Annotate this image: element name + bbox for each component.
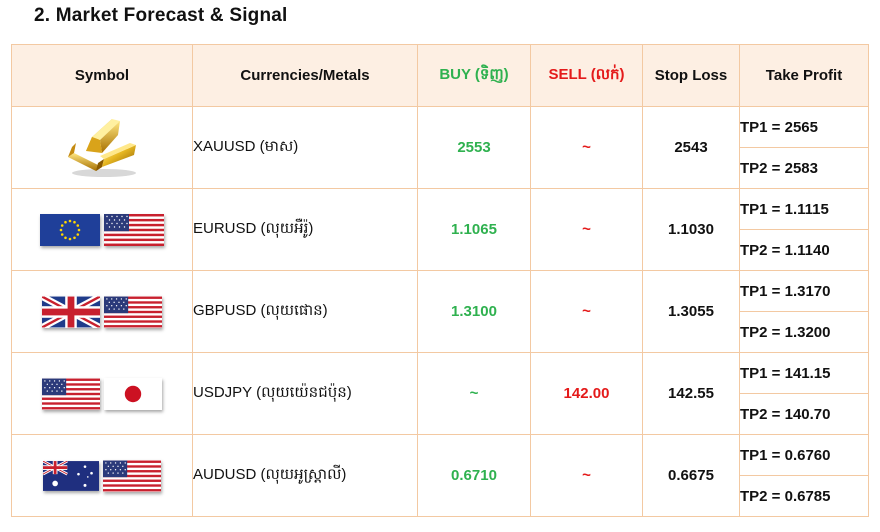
eu-flag-icon bbox=[40, 213, 100, 246]
sell-value: ~ bbox=[530, 106, 643, 189]
table-subrow: TP2 = 0.6785 bbox=[12, 475, 869, 517]
col-currencies-header: Currencies/Metals bbox=[192, 44, 418, 107]
tp1-value: TP1 = 141.15 bbox=[739, 352, 869, 394]
pair-name: USDJPY (លុយយ៉េនជប៉ុន) bbox=[192, 352, 418, 435]
uk-flag-icon bbox=[42, 296, 100, 328]
pair-name: XAUUSD (មាស) bbox=[192, 106, 418, 189]
tp2-value: TP2 = 0.6785 bbox=[739, 475, 869, 517]
symbol-cell bbox=[11, 434, 193, 517]
forecast-table: Symbol Currencies/Metals BUY (ទិញ) SELL … bbox=[11, 44, 869, 517]
tp1-value: TP1 = 1.3170 bbox=[739, 270, 869, 312]
symbol-cell bbox=[11, 106, 193, 189]
col-take-profit-header: Take Profit bbox=[739, 44, 869, 107]
stop-loss-value: 2543 bbox=[642, 106, 740, 189]
sell-value: ~ bbox=[530, 270, 643, 353]
tp2-value: TP2 = 140.70 bbox=[739, 393, 869, 435]
symbol-cell bbox=[11, 188, 193, 271]
eu-us-flags-icon bbox=[12, 213, 192, 246]
col-stop-loss-header: Stop Loss bbox=[642, 44, 740, 107]
stop-loss-value: 142.55 bbox=[642, 352, 740, 435]
table-row: AUDUSD (លុយអូស្ត្រាលី) 0.6710 ~ 0.6675 T… bbox=[11, 434, 869, 517]
table-row: EURUSD (លុយអឺរ៉ូ) 1.1065 ~ 1.1030 TP1 = … bbox=[11, 188, 869, 271]
us-flag-icon bbox=[42, 378, 100, 410]
jp-flag-icon bbox=[104, 378, 162, 409]
tp2-value: TP2 = 1.1140 bbox=[739, 229, 869, 271]
symbol-cell bbox=[11, 352, 193, 435]
tp2-value: TP2 = 1.3200 bbox=[739, 311, 869, 353]
pair-name: EURUSD (លុយអឺរ៉ូ) bbox=[192, 188, 418, 271]
header-row: Symbol Currencies/Metals BUY (ទិញ) SELL … bbox=[11, 44, 869, 107]
table-row: XAUUSD (មាស) 2553 ~ 2543 TP1 = 2565 bbox=[11, 106, 869, 189]
au-us-flags-icon bbox=[12, 460, 192, 492]
sell-value: ~ bbox=[530, 434, 643, 517]
stop-loss-value: 1.1030 bbox=[642, 188, 740, 271]
col-symbol-header: Symbol bbox=[11, 44, 193, 107]
buy-value: 0.6710 bbox=[417, 434, 531, 517]
buy-value: 1.1065 bbox=[417, 188, 531, 271]
col-buy-header: BUY (ទិញ) bbox=[417, 44, 531, 107]
tp1-value: TP1 = 0.6760 bbox=[739, 434, 869, 476]
tp1-value: TP1 = 1.1115 bbox=[739, 188, 869, 230]
buy-value: ~ bbox=[417, 352, 531, 435]
us-flag-icon bbox=[104, 214, 164, 246]
stop-loss-value: 1.3055 bbox=[642, 270, 740, 353]
buy-value: 2553 bbox=[417, 106, 531, 189]
sell-value: 142.00 bbox=[530, 352, 643, 435]
table-row: GBPUSD (លុយផោន) 1.3100 ~ 1.3055 TP1 = 1.… bbox=[11, 270, 869, 353]
table-subrow: TP2 = 1.1140 bbox=[12, 229, 869, 271]
stop-loss-value: 0.6675 bbox=[642, 434, 740, 517]
table-subrow: TP2 = 1.3200 bbox=[12, 311, 869, 353]
table-subrow: TP2 = 140.70 bbox=[12, 393, 869, 435]
gold-bars-icon bbox=[68, 118, 136, 177]
col-sell-header: SELL (លក់) bbox=[530, 44, 643, 107]
tp1-value: TP1 = 2565 bbox=[739, 106, 869, 148]
us-flag-icon bbox=[104, 296, 162, 328]
us-jp-flags-icon bbox=[12, 378, 192, 410]
pair-name: AUDUSD (លុយអូស្ត្រាលី) bbox=[192, 434, 418, 517]
symbol-cell bbox=[11, 270, 193, 353]
sell-value: ~ bbox=[530, 188, 643, 271]
uk-us-flags-icon bbox=[12, 296, 192, 328]
table-row: USDJPY (លុយយ៉េនជប៉ុន) ~ 142.00 142.55 TP… bbox=[11, 352, 869, 435]
tp2-value: TP2 = 2583 bbox=[739, 147, 869, 189]
us-flag-icon bbox=[103, 460, 161, 492]
au-flag-icon bbox=[43, 460, 99, 491]
section-title: 2. Market Forecast & Signal bbox=[34, 5, 288, 26]
buy-value: 1.3100 bbox=[417, 270, 531, 353]
pair-name: GBPUSD (លុយផោន) bbox=[192, 270, 418, 353]
